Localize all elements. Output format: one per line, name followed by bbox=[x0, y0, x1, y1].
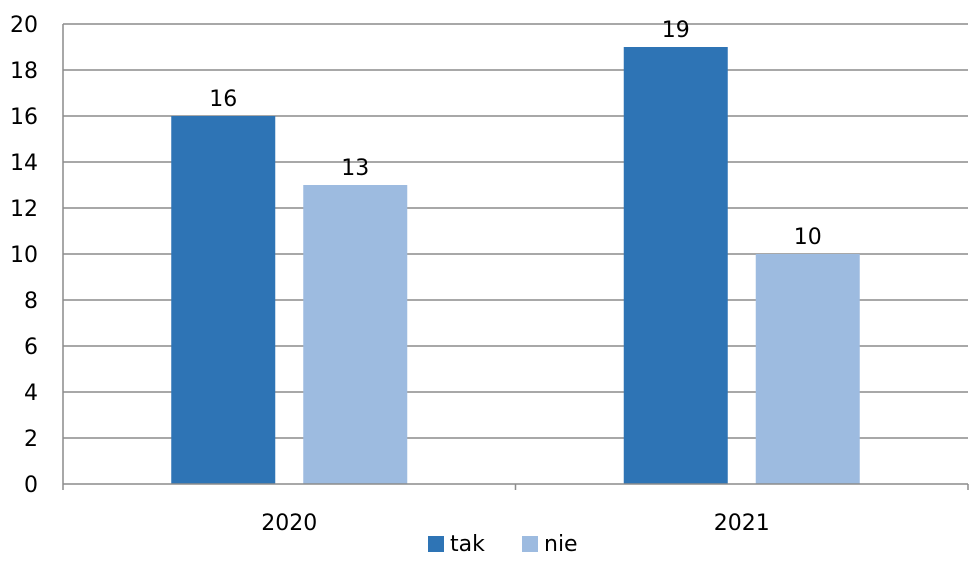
data-label: 19 bbox=[662, 18, 690, 43]
y-tick-label: 6 bbox=[24, 335, 38, 360]
legend-swatch-tak bbox=[428, 536, 444, 552]
y-tick-label: 0 bbox=[24, 473, 38, 498]
x-tick-label: 2021 bbox=[714, 511, 770, 536]
legend-swatch-nie bbox=[522, 536, 538, 552]
y-tick-label: 20 bbox=[10, 13, 38, 38]
y-tick-label: 2 bbox=[24, 427, 38, 452]
bar-tak-2020 bbox=[171, 116, 276, 484]
y-tick-label: 8 bbox=[24, 289, 38, 314]
y-tick-label: 4 bbox=[24, 381, 38, 406]
y-tick-label: 16 bbox=[10, 105, 38, 130]
y-tick-label: 14 bbox=[10, 151, 38, 176]
bar-nie-2020 bbox=[303, 185, 408, 484]
bar-tak-2021 bbox=[623, 47, 728, 484]
bar-nie-2021 bbox=[755, 254, 860, 484]
data-label: 16 bbox=[209, 87, 237, 112]
y-tick-label: 12 bbox=[10, 197, 38, 222]
legend-label-nie: nie bbox=[544, 532, 578, 557]
y-tick-label: 10 bbox=[10, 243, 38, 268]
legend: tak nie bbox=[428, 532, 578, 557]
legend-label-tak: tak bbox=[450, 532, 485, 557]
data-label: 10 bbox=[794, 225, 822, 250]
data-label: 13 bbox=[341, 156, 369, 181]
data-labels: 16 13 19 10 bbox=[209, 18, 822, 250]
bars bbox=[171, 47, 860, 484]
y-tick-label: 18 bbox=[10, 59, 38, 84]
x-tick-label: 2020 bbox=[261, 511, 317, 536]
